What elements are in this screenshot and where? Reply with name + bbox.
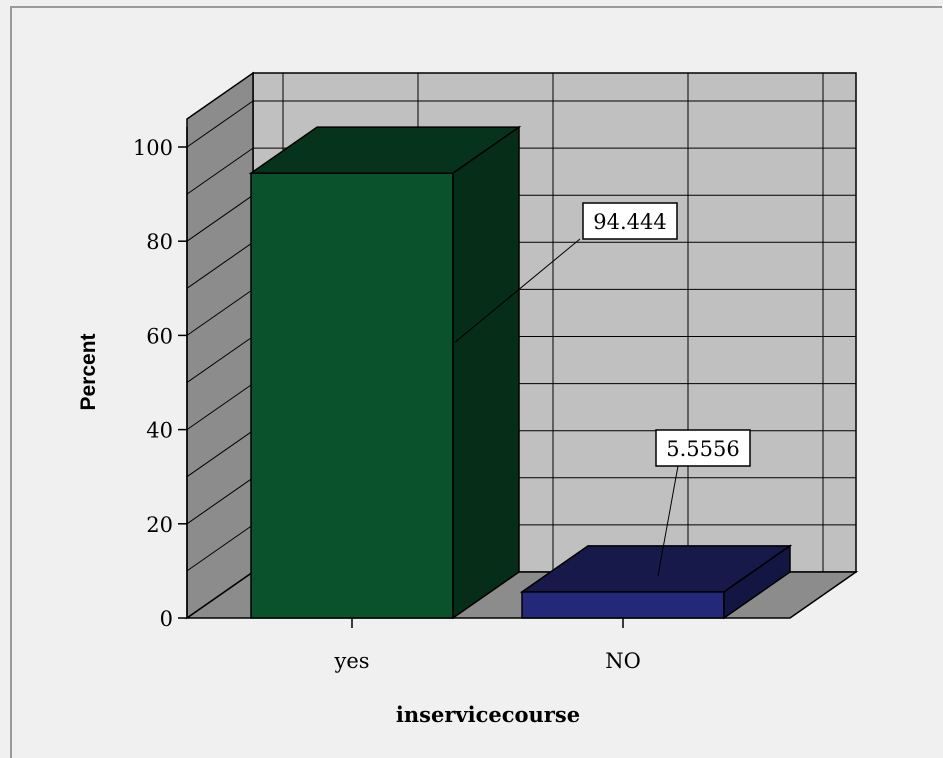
bar-side <box>723 544 791 620</box>
callout-text: 5.5556 <box>666 437 739 461</box>
grid-line-side <box>186 241 254 289</box>
grid-line-side <box>186 147 254 195</box>
bar-front <box>250 172 454 619</box>
x-axis-title: inservicecourse <box>396 702 580 727</box>
y-axis-title: Percent <box>77 333 100 410</box>
bar-front <box>521 591 725 619</box>
x-axis: yes NO <box>333 618 641 673</box>
y-tick-label: 100 <box>133 136 173 160</box>
callout-box <box>655 429 751 467</box>
callout-box <box>582 202 678 240</box>
x-tick-label: yes <box>333 649 369 673</box>
callout-line <box>657 465 679 576</box>
chart-bars <box>248 125 793 620</box>
grid-line-side <box>186 336 254 383</box>
grid-line-side <box>186 100 254 148</box>
floor-line <box>186 571 254 619</box>
bar-no <box>519 544 793 620</box>
grid-line-side <box>186 383 254 431</box>
y-axis: 0 20 40 60 80 100 <box>133 127 188 631</box>
value-label-no: 5.5556 <box>655 429 751 576</box>
y-tick-label: 40 <box>146 419 173 443</box>
callout-text: 94.444 <box>593 210 666 234</box>
bar-yes <box>248 125 522 620</box>
callout-line <box>454 238 581 343</box>
grid-line-side <box>186 524 254 572</box>
grid-line-side <box>186 288 254 336</box>
y-tick-label: 80 <box>146 230 173 254</box>
y-tick-label: 60 <box>146 324 173 348</box>
grid-line-side <box>186 477 254 525</box>
value-label-yes: 94.444 <box>454 202 678 343</box>
x-tick-label: NO <box>605 649 641 673</box>
grid-line-side <box>186 194 254 242</box>
y-tick-label: 0 <box>160 607 173 631</box>
bar-side <box>452 125 520 620</box>
value-labels: 94.444 5.5556 <box>454 202 751 576</box>
floor-line <box>789 571 857 619</box>
y-tick-label: 20 <box>146 513 173 537</box>
grid-line-side <box>186 430 254 478</box>
